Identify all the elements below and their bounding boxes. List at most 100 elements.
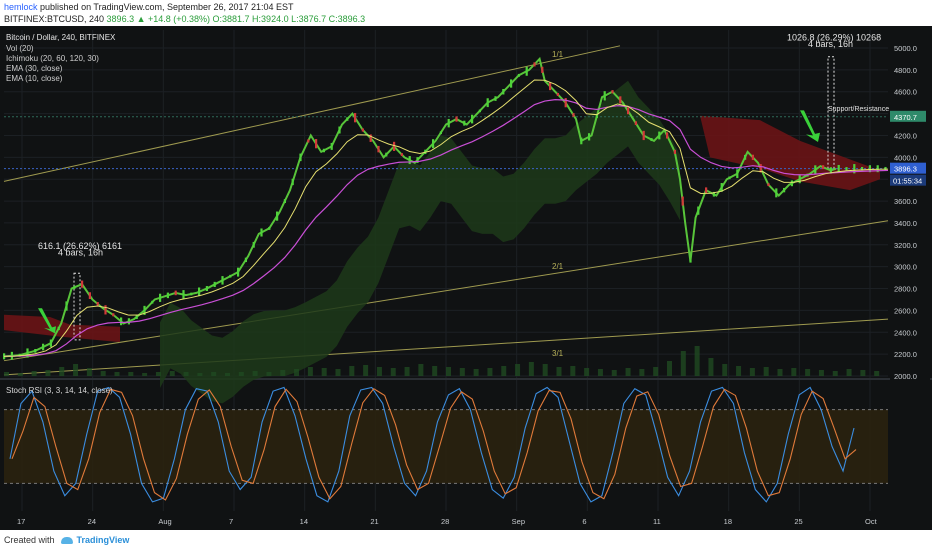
candle — [541, 66, 544, 73]
candle — [697, 206, 700, 215]
volume-bar — [639, 369, 645, 376]
candle — [127, 318, 130, 325]
legend-entry: Vol (20) — [6, 44, 34, 53]
volume-bar — [556, 367, 562, 376]
price-tick-label: 2800.0 — [894, 285, 917, 294]
volume-bar — [736, 366, 742, 376]
candle — [377, 145, 380, 153]
volume-bar — [487, 368, 493, 376]
chart-area[interactable]: 1/1 2/1 3/1 Support/Resistance 616.1 (26.62%… — [0, 26, 932, 530]
volume-bar — [611, 370, 617, 376]
volume-bar — [45, 370, 51, 376]
legend: Bitcoin / Dollar, 240, BITFINEX Vol (20)I… — [6, 33, 116, 83]
volume-bar — [694, 346, 700, 376]
candle — [112, 313, 115, 317]
volume-bar — [874, 371, 880, 376]
candle — [73, 285, 76, 290]
volume-bar — [818, 370, 824, 376]
candle — [385, 152, 388, 157]
time-tick-label: 28 — [441, 517, 449, 526]
volume-bar — [680, 351, 686, 376]
price-chart[interactable]: 1/1 2/1 3/1 Support/Resistance 616.1 (26.62%… — [0, 26, 932, 530]
candle — [322, 148, 325, 153]
candle — [533, 62, 536, 67]
fan-label-2-1: 2/1 — [552, 262, 564, 271]
volume-bar — [155, 372, 161, 376]
candle — [845, 167, 848, 171]
candle — [229, 274, 232, 278]
stoch-label: Stoch RSI (3, 3, 14, 14, close) — [6, 386, 113, 395]
volume-bar — [722, 364, 728, 376]
candle — [361, 128, 364, 132]
countdown-text: 01:55:34 — [893, 177, 922, 186]
volume-bar — [805, 369, 811, 376]
candle — [159, 293, 162, 302]
price-tick-label: 4200.0 — [894, 131, 917, 140]
quote-line: BITFINEX:BTCUSD, 240 3896.3 ▲ +14.8 (+0.… — [4, 14, 365, 24]
candle — [42, 343, 45, 351]
candle — [354, 113, 357, 123]
time-tick-label: 7 — [229, 517, 233, 526]
volume-bar — [832, 371, 838, 376]
candle — [338, 126, 341, 134]
tradingview-brand[interactable]: TradingView — [76, 535, 130, 545]
candle — [213, 281, 216, 288]
ema-10-line — [3, 79, 889, 357]
candle — [260, 228, 263, 237]
time-tick-label: 17 — [17, 517, 25, 526]
candle — [65, 301, 68, 311]
candle — [759, 164, 762, 173]
volume-bar — [625, 368, 631, 376]
candle — [502, 88, 505, 95]
candle — [369, 134, 372, 142]
volume-bar — [791, 368, 797, 376]
candle — [486, 98, 489, 108]
volume-bar — [335, 369, 341, 376]
ichimoku-cloud-red-left — [4, 314, 120, 343]
candle — [517, 73, 520, 77]
volume-bar — [501, 366, 507, 376]
volume-bar — [376, 367, 382, 376]
candle — [627, 107, 630, 115]
candle — [244, 257, 247, 263]
candle — [34, 348, 37, 353]
stoch-d-line — [11, 387, 857, 501]
volume-bar — [59, 367, 65, 376]
volume-bar — [749, 368, 755, 376]
volume-bar — [763, 367, 769, 376]
price-marks — [3, 56, 889, 376]
price-tick-label: 3400.0 — [894, 219, 917, 228]
candle — [439, 131, 442, 135]
chart-overlays: 1/1 2/1 3/1 Support/Resistance 616.1 (26.62%… — [3, 32, 889, 404]
volume-bar — [515, 364, 521, 376]
candle — [120, 317, 123, 326]
chart-header: hemlock published on TradingView.com, Se… — [0, 0, 932, 26]
price-tick-label: 3600.0 — [894, 197, 917, 206]
candle — [276, 211, 279, 221]
time-tick-label: 14 — [300, 517, 308, 526]
tradingview-logo-icon — [60, 537, 73, 545]
candle — [853, 164, 856, 174]
candle — [237, 267, 240, 277]
time-tick-label: 21 — [370, 517, 378, 526]
volume-bar — [570, 366, 576, 376]
footer: Created with TradingView — [0, 530, 932, 550]
candle — [822, 165, 825, 170]
price-tick-label: 2200.0 — [894, 350, 917, 359]
time-tick-label: 18 — [724, 517, 732, 526]
ichimoku-cloud-green — [160, 80, 680, 404]
volume-bar — [777, 369, 783, 376]
candle — [455, 116, 458, 122]
candle — [463, 120, 466, 126]
publish-line: hemlock published on TradingView.com, Se… — [4, 2, 294, 12]
measure-box-left — [73, 272, 81, 341]
candle — [400, 153, 403, 157]
candle — [81, 280, 84, 288]
volume-bar — [321, 368, 327, 376]
volume-bar — [225, 373, 230, 376]
author-link[interactable]: hemlock — [4, 2, 38, 12]
candle — [876, 165, 879, 173]
candle — [564, 98, 567, 108]
volume-bar — [363, 365, 369, 376]
candle — [49, 339, 52, 347]
